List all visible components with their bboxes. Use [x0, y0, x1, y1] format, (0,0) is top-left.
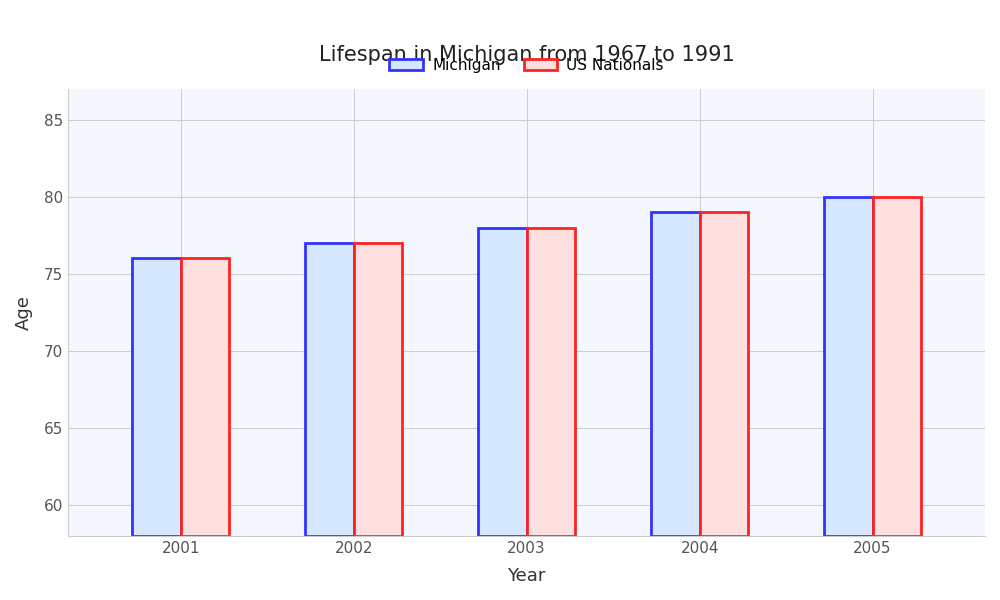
Bar [527, 227, 575, 536]
Legend: Michigan, US Nationals: Michigan, US Nationals [383, 52, 670, 79]
X-axis label: Year: Year [507, 567, 546, 585]
Title: Lifespan in Michigan from 1967 to 1991: Lifespan in Michigan from 1967 to 1991 [319, 45, 735, 65]
Bar [132, 259, 181, 536]
Bar [824, 197, 873, 536]
Bar [305, 243, 354, 536]
Bar [700, 212, 748, 536]
Y-axis label: Age: Age [15, 295, 33, 330]
Bar [651, 212, 700, 536]
Bar [873, 197, 921, 536]
Bar [478, 227, 527, 536]
Bar [181, 259, 229, 536]
Bar [354, 243, 402, 536]
